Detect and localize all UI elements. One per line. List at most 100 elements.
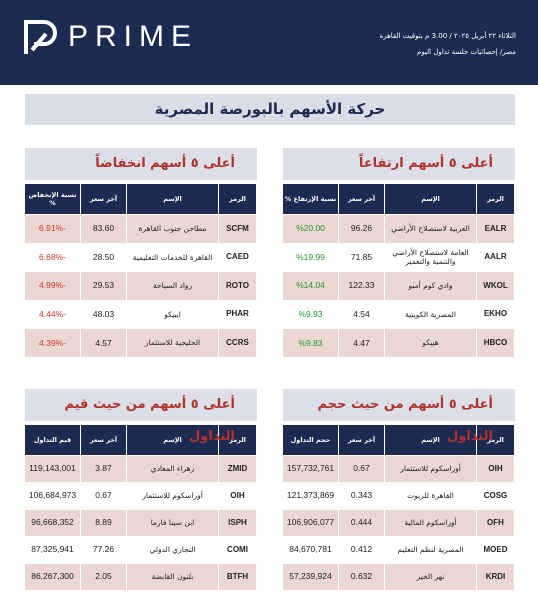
table-block: أعلى ٥ أسهم من حيث حجم التداول الرمز الإسم… <box>282 389 515 591</box>
header: PRIME الثلاثاء ٢٢ أبريل ٢٠٢٥ / 3.00 م بت… <box>0 0 538 85</box>
column-header: الإسم <box>384 424 477 456</box>
logo-text: PRIME <box>68 20 199 53</box>
last-price: 77.26 <box>80 536 127 564</box>
symbol: CAED <box>218 242 257 273</box>
symbol: AALR <box>476 242 515 273</box>
column-header: حجم التداول <box>282 424 339 456</box>
last-price: 2.05 <box>80 563 127 591</box>
table-row: EALR العربية لاستصلاح الأراضي 96.26 %20.00 <box>282 214 515 244</box>
symbol: EKHO <box>476 299 515 330</box>
symbol: EALR <box>476 214 515 244</box>
name: أوراسكوم المالية <box>384 509 477 537</box>
table-row: WKOL وادي كوم أمبو 122.33 %14.04 <box>282 271 515 301</box>
value: 106,906,077 <box>282 509 339 537</box>
symbol: OFH <box>476 509 515 537</box>
date-line: الثلاثاء ٢٢ أبريل ٢٠٢٥ / 3.00 م بتوقيت ا… <box>379 32 516 40</box>
symbol: CCRS <box>218 328 257 358</box>
last-price: 3.87 <box>80 455 127 483</box>
column-header: الرمز <box>218 424 257 456</box>
column-header: آخر سعر <box>338 424 385 456</box>
last-price: 48.03 <box>80 299 127 330</box>
table-title: أعلى ٥ أسهم انخفاضاً <box>25 148 257 180</box>
last-price: 0.444 <box>338 509 385 537</box>
last-price: 0.67 <box>338 455 385 483</box>
symbol: SCFM <box>218 214 257 244</box>
name: ابن سينا فارما <box>126 509 219 537</box>
symbol: HBCO <box>476 328 515 358</box>
name: المصرية الكويتية <box>384 299 477 330</box>
symbol: KRDI <box>476 563 515 591</box>
last-price: 29.53 <box>80 271 127 301</box>
column-header: الرمز <box>218 183 257 215</box>
last-price: 0.632 <box>338 563 385 591</box>
last-price: 4.57 <box>80 328 127 358</box>
name: بلتون القابضة <box>126 563 219 591</box>
table-row: CCRS الخليجية للاستثمار 4.57 -4.39% <box>24 328 257 358</box>
name: التجاري الدولي <box>126 536 219 564</box>
name: العامة لاستصلاح الأراضي والتنمية والتعمي… <box>384 242 477 273</box>
column-header: نسبة الإرتفاع % <box>282 183 339 215</box>
value: -4.99% <box>24 271 81 301</box>
value: 84,670,781 <box>282 536 339 564</box>
table-row: SCFM مطاحن جنوب القاهرة 83.60 -6.91% <box>24 214 257 244</box>
value: %20.00 <box>282 214 339 244</box>
column-header: آخر سعر <box>338 183 385 215</box>
table-block: أعلى ٥ أسهم من حيث قيم التداول الرمز الإسم… <box>24 389 257 591</box>
value: 87,325,941 <box>24 536 81 564</box>
name: أوراسكوم للاستثمار <box>384 455 477 483</box>
last-price: 28.50 <box>80 242 127 273</box>
table-row: PHAR ايبيكو 48.03 -4.44% <box>24 299 257 330</box>
value: 119,143,001 <box>24 455 81 483</box>
main-title: حركة الأسهم بالبورصة المصرية <box>25 94 515 125</box>
name: نهر الخير <box>384 563 477 591</box>
header-row: الرمز الإسم آخر سعر قيم التداول <box>24 424 257 456</box>
table-block: أعلى ٥ أسهم انخفاضاً الرمز الإسم آخر سعر نسب… <box>24 148 257 358</box>
last-price: 4.54 <box>338 299 385 330</box>
value: %9.93 <box>282 299 339 330</box>
last-price: 122.33 <box>338 271 385 301</box>
column-header: آخر سعر <box>80 424 127 456</box>
header-row: الرمز الإسم آخر سعر نسبة الإرتفاع % <box>282 183 515 215</box>
value: 121,373,869 <box>282 482 339 510</box>
symbol: COMI <box>218 536 257 564</box>
table-row: EKHO المصرية الكويتية 4.54 %9.93 <box>282 299 515 330</box>
column-header: الرمز <box>476 183 515 215</box>
header-row: الرمز الإسم آخر سعر حجم التداول <box>282 424 515 456</box>
name: القاهرة للزيوت <box>384 482 477 510</box>
value: -4.39% <box>24 328 81 358</box>
table-row: HBCO هيبكو 4.47 %9.83 <box>282 328 515 358</box>
table-title: أعلى ٥ أسهم من حيث قيم التداول <box>25 389 257 444</box>
value: 86,267,300 <box>24 563 81 591</box>
last-price: 0.67 <box>80 482 127 510</box>
last-price: 96.26 <box>338 214 385 244</box>
last-price: 0.343 <box>338 482 385 510</box>
column-header: قيم التداول <box>24 424 81 456</box>
table-title: أعلى ٥ أسهم ارتفاعاً <box>283 148 515 180</box>
last-price: 0.412 <box>338 536 385 564</box>
table-row: ROTO رواد السياحة 29.53 -4.99% <box>24 271 257 301</box>
table-row: KRDI نهر الخير 0.632 57,239,924 <box>282 563 515 591</box>
value: %14.04 <box>282 271 339 301</box>
symbol: WKOL <box>476 271 515 301</box>
name: وادي كوم أمبو <box>384 271 477 301</box>
table-block: أعلى ٥ أسهم ارتفاعاً الرمز الإسم آخر سعر نسب… <box>282 148 515 358</box>
table-row: AALR العامة لاستصلاح الأراضي والتنمية وال… <box>282 242 515 273</box>
symbol: OIH <box>476 455 515 483</box>
name: الخليجية للاستثمار <box>126 328 219 358</box>
value: %19.99 <box>282 242 339 273</box>
table-row: OIH أوراسكوم للاستثمار 0.67 106,684,973 <box>24 482 257 510</box>
name: المصرية لنظم التعليم <box>384 536 477 564</box>
table-row: OIH أوراسكوم للاستثمار 0.67 157,732,761 <box>282 455 515 483</box>
symbol: ROTO <box>218 271 257 301</box>
table-row: OFH أوراسكوم المالية 0.444 106,906,077 <box>282 509 515 537</box>
value: %9.83 <box>282 328 339 358</box>
table-row: COMI التجاري الدولي 77.26 87,325,941 <box>24 536 257 564</box>
symbol: MOED <box>476 536 515 564</box>
symbol: ZMID <box>218 455 257 483</box>
symbol: BTFH <box>218 563 257 591</box>
table-row: ISPH ابن سينا فارما 8.89 96,668,352 <box>24 509 257 537</box>
name: ايبيكو <box>126 299 219 330</box>
value: -4.44% <box>24 299 81 330</box>
table-row: ZMID زهراء المعادي 3.87 119,143,001 <box>24 455 257 483</box>
